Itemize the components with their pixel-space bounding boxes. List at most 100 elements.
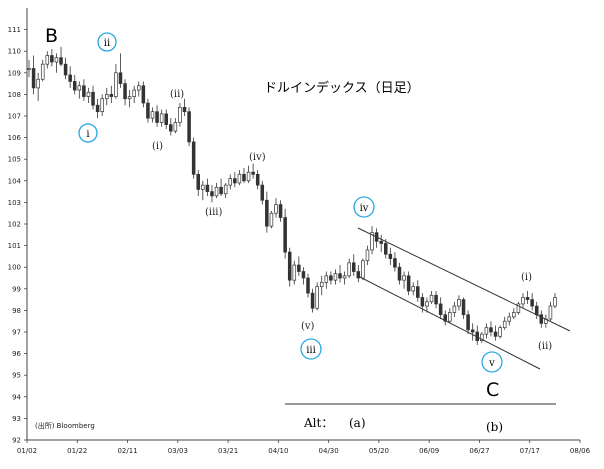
candle bbox=[219, 178, 223, 196]
candle-body bbox=[260, 184, 265, 201]
candle-body bbox=[493, 331, 498, 337]
candle bbox=[109, 85, 114, 104]
candle-body bbox=[127, 96, 132, 100]
candle bbox=[86, 87, 91, 104]
candle-body bbox=[466, 314, 470, 331]
candle bbox=[182, 98, 187, 116]
candle-body bbox=[141, 85, 146, 104]
circled-label-i-text: i bbox=[86, 129, 89, 140]
candle bbox=[452, 301, 457, 317]
y-tick-label: 95 bbox=[12, 372, 21, 380]
candle bbox=[196, 170, 201, 196]
candle bbox=[31, 55, 36, 95]
candle-body bbox=[269, 212, 274, 227]
candle-body bbox=[516, 303, 521, 313]
candle-body bbox=[388, 253, 393, 259]
candle-body bbox=[411, 286, 415, 292]
candle bbox=[329, 271, 333, 285]
candle bbox=[539, 310, 544, 328]
candle bbox=[118, 53, 123, 88]
x-tick-label: 04/30 bbox=[319, 447, 339, 455]
candle-body bbox=[278, 204, 283, 218]
candle-body bbox=[356, 271, 361, 279]
candle-body bbox=[448, 312, 452, 322]
candle bbox=[205, 178, 210, 196]
y-ticks: 92 93 94 95 96 97 98 99 100 101 102 103 104 105 106 107… bbox=[8, 26, 27, 445]
candle bbox=[356, 265, 361, 283]
candle bbox=[114, 64, 118, 99]
candle bbox=[201, 180, 205, 201]
candle-body bbox=[406, 275, 411, 292]
alt-label: Alt： bbox=[303, 416, 333, 430]
candle-body bbox=[137, 85, 141, 91]
y-tick-label: 110 bbox=[8, 48, 21, 56]
candle-body bbox=[182, 107, 187, 113]
candle bbox=[489, 321, 493, 337]
candle bbox=[137, 81, 141, 97]
candle bbox=[457, 295, 461, 311]
candle bbox=[306, 273, 310, 298]
candle-body bbox=[274, 204, 278, 214]
candle bbox=[68, 66, 72, 88]
candle-body bbox=[301, 271, 306, 279]
candle-body bbox=[86, 91, 91, 97]
candle bbox=[287, 247, 292, 287]
x-tick-label: 04/10 bbox=[268, 447, 288, 455]
candle-body bbox=[159, 113, 164, 123]
candle-body bbox=[173, 122, 178, 132]
candle-body bbox=[100, 98, 104, 113]
candle-body bbox=[521, 297, 525, 305]
candle-body bbox=[379, 240, 383, 244]
candle bbox=[416, 280, 420, 302]
x-tick-label: 05/20 bbox=[369, 447, 389, 455]
candle bbox=[63, 57, 68, 80]
y-tick-label: 108 bbox=[8, 91, 21, 99]
candle-body bbox=[77, 85, 82, 91]
candle bbox=[50, 49, 54, 67]
candle bbox=[425, 297, 429, 313]
candle bbox=[173, 118, 178, 134]
candle bbox=[127, 90, 132, 108]
candle-body bbox=[283, 217, 287, 253]
candle-body bbox=[187, 111, 191, 143]
candle bbox=[402, 271, 406, 289]
candle bbox=[466, 310, 470, 335]
candle bbox=[324, 271, 329, 289]
candle bbox=[223, 182, 228, 199]
candle-body bbox=[205, 184, 210, 192]
candle-body bbox=[365, 249, 370, 262]
candle-body bbox=[255, 173, 260, 186]
candle-body bbox=[155, 111, 159, 123]
candle-body bbox=[489, 327, 493, 333]
candle bbox=[242, 167, 246, 183]
candle-body bbox=[534, 305, 539, 316]
candle bbox=[351, 254, 356, 276]
candle-body bbox=[402, 275, 406, 281]
candle-body bbox=[338, 273, 342, 279]
candle bbox=[301, 267, 306, 285]
candle bbox=[169, 118, 173, 136]
alt-label-b: (b) bbox=[486, 420, 503, 434]
candle bbox=[397, 262, 402, 285]
y-tick-label: 104 bbox=[8, 177, 22, 185]
wave-label-small-i-2: (i) bbox=[521, 272, 532, 283]
candle-body bbox=[324, 275, 329, 283]
candle-body bbox=[223, 184, 228, 195]
candle-body bbox=[123, 83, 127, 100]
wave-label-small-iii: (iii) bbox=[205, 207, 222, 218]
candle-body bbox=[196, 173, 201, 190]
candle-body bbox=[530, 299, 534, 307]
candle bbox=[228, 174, 233, 190]
x-tick-label: 06/09 bbox=[419, 447, 439, 455]
candle bbox=[278, 200, 283, 222]
candle-body bbox=[512, 312, 516, 318]
candle-body bbox=[452, 305, 457, 313]
x-tick-label: 03/03 bbox=[168, 447, 188, 455]
candle bbox=[548, 301, 553, 322]
candle-body bbox=[525, 297, 530, 300]
circled-label-ii-text: ii bbox=[104, 38, 110, 49]
circled-label-v: v bbox=[481, 351, 503, 373]
wave-label-c: C bbox=[486, 379, 499, 401]
candle bbox=[178, 103, 182, 127]
candle bbox=[214, 182, 219, 199]
